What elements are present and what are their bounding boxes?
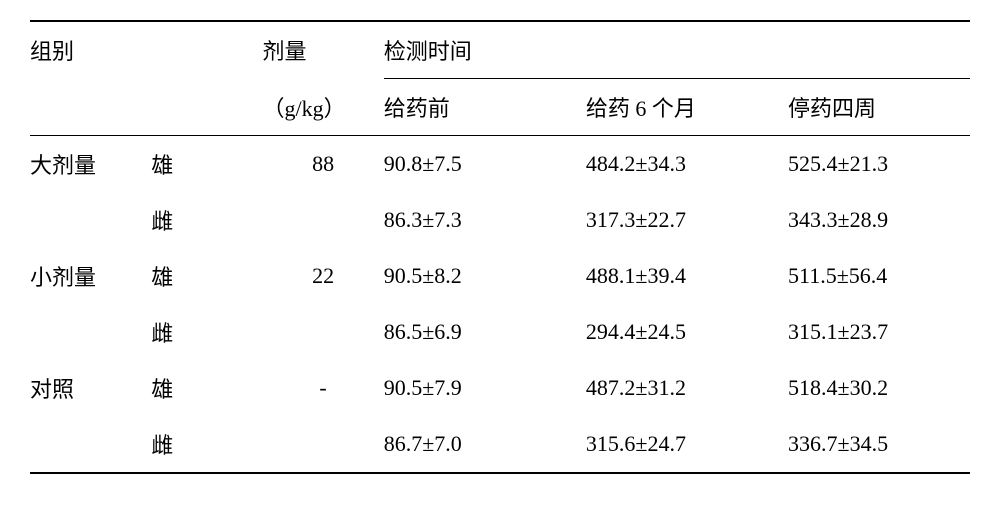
header-sex-blank [151,21,262,79]
cell-value: 294.4±24.5 [586,304,788,360]
dose-value: 22 [262,248,383,304]
header-row-2: （g/kg） 给药前 给药 6 个月 停药四周 [30,79,970,136]
sex-label: 雄 [151,248,262,304]
cell-value: 525.4±21.3 [788,136,970,193]
row-low-female: 雌 86.5±6.9 294.4±24.5 315.1±23.7 [30,304,970,360]
cell-value: 90.5±7.9 [384,360,586,416]
sex-label: 雄 [151,360,262,416]
header-timepoint: 检测时间 [384,21,970,79]
cell-value: 315.6±24.7 [586,416,788,473]
cell-value: 86.7±7.0 [384,416,586,473]
header-t3: 停药四周 [788,79,970,136]
cell-value: 343.3±28.9 [788,192,970,248]
cell-value: 488.1±39.4 [586,248,788,304]
sex-label: 雌 [151,192,262,248]
group-label: 小剂量 [30,248,151,304]
cell-value: 487.2±31.2 [586,360,788,416]
header-dose: 剂量 [262,21,383,79]
group-label: 大剂量 [30,136,151,193]
header-group: 组别 [30,21,151,79]
row-high-female: 雌 86.3±7.3 317.3±22.7 343.3±28.9 [30,192,970,248]
cell-value: 336.7±34.5 [788,416,970,473]
header-t1: 给药前 [384,79,586,136]
cell-value: 511.5±56.4 [788,248,970,304]
sex-label: 雌 [151,304,262,360]
cell-value: 518.4±30.2 [788,360,970,416]
sex-label: 雄 [151,136,262,193]
cell-value: 86.5±6.9 [384,304,586,360]
dose-value: - [262,360,383,416]
cell-value: 315.1±23.7 [788,304,970,360]
sex-label: 雌 [151,416,262,473]
dose-value: 88 [262,136,383,193]
row-high-male: 大剂量 雄 88 90.8±7.5 484.2±34.3 525.4±21.3 [30,136,970,193]
cell-value: 317.3±22.7 [586,192,788,248]
toxicology-table: 组别 剂量 检测时间 （g/kg） 给药前 给药 6 个月 停药四周 大剂量 雄… [30,20,970,474]
group-label: 对照 [30,360,151,416]
cell-value: 484.2±34.3 [586,136,788,193]
header-t2: 给药 6 个月 [586,79,788,136]
header-dose-unit: （g/kg） [262,79,383,136]
cell-value: 90.5±8.2 [384,248,586,304]
row-control-male: 对照 雄 - 90.5±7.9 487.2±31.2 518.4±30.2 [30,360,970,416]
cell-value: 90.8±7.5 [384,136,586,193]
header-row-1: 组别 剂量 检测时间 [30,21,970,79]
row-low-male: 小剂量 雄 22 90.5±8.2 488.1±39.4 511.5±56.4 [30,248,970,304]
cell-value: 86.3±7.3 [384,192,586,248]
row-control-female: 雌 86.7±7.0 315.6±24.7 336.7±34.5 [30,416,970,473]
